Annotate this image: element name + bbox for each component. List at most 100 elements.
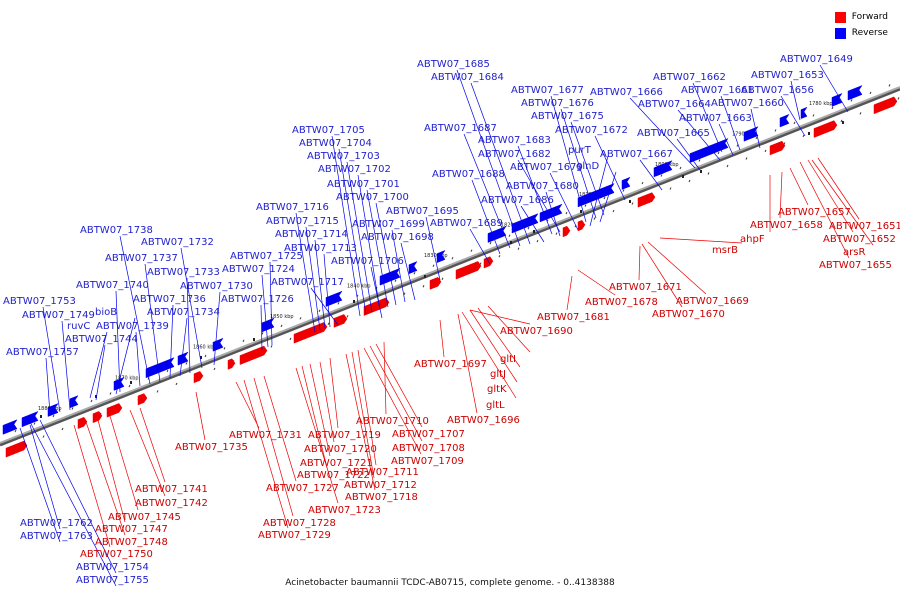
label-leader [550, 95, 587, 223]
forward-gene [637, 192, 656, 208]
label-leader [115, 290, 121, 393]
scale-mark [200, 356, 202, 359]
label-leader [144, 263, 161, 383]
gene-label-forward: ABTW07_1720 [304, 444, 377, 455]
gene-label-reverse: ABTW07_1762 [20, 518, 93, 529]
gene-label-forward: ABTW07_1742 [135, 498, 208, 509]
label-leader [780, 95, 806, 137]
reverse-gene [113, 376, 125, 391]
gene-label-reverse: ABTW07_1664 [638, 99, 711, 110]
reverse-gene [69, 395, 79, 409]
forward-gene [92, 411, 103, 424]
gene-label-forward: ABTW07_1729 [258, 530, 331, 541]
forward-gene [562, 225, 571, 238]
label-leader [45, 357, 51, 415]
gene-label-reverse: ABTW07_1667 [600, 149, 673, 160]
legend-forward[interactable]: Forward [834, 9, 888, 25]
gene-label-reverse: ABTW07_1700 [336, 192, 409, 203]
label-leader [369, 345, 423, 442]
legend-reverse[interactable]: Reverse [834, 25, 888, 41]
label-leader [129, 409, 166, 497]
gene-label-reverse: ABTW07_1661 [681, 85, 754, 96]
reverse-gene [379, 267, 401, 286]
scale-tick [764, 149, 767, 153]
gene-label-forward: ABTW07_1707 [392, 429, 465, 440]
scale-label: 1840 kbp [347, 284, 371, 290]
reverse-gene [21, 410, 39, 428]
gene-label-reverse: purT [568, 145, 592, 156]
reverse-gene [655, 160, 673, 177]
scale-tick [327, 322, 330, 326]
gene-label-forward: ABTW07_1651 [829, 221, 900, 232]
scale-tick [593, 217, 596, 220]
gene-label-reverse: ABTW07_1701 [327, 179, 400, 190]
gene-label-reverse: ABTW07_1682 [478, 149, 551, 160]
scale-tick [403, 292, 406, 295]
label-leader [517, 145, 553, 235]
label-leader [560, 108, 597, 219]
gene-label-reverse: ABTW07_1740 [76, 280, 149, 291]
gene-label-forward: ABTW07_1697 [414, 359, 487, 370]
scale-mark [253, 338, 255, 341]
gene-label-reverse: ABTW07_1749 [22, 310, 95, 321]
gene-label-reverse: glnD [576, 161, 599, 172]
scale-tick [489, 241, 492, 245]
scale-tick [641, 181, 644, 185]
label-leader [73, 424, 111, 548]
scale-tick [707, 172, 710, 175]
reverse-gene [47, 403, 59, 417]
scale-tick [555, 232, 558, 235]
label-leader [305, 226, 321, 331]
scale-tick [726, 164, 729, 168]
gene-label-reverse: ABTW07_1725 [230, 251, 303, 262]
scale-tick [42, 435, 45, 438]
scale-mark [580, 210, 582, 213]
label-leader [39, 419, 117, 574]
gene-label-forward: gltI [500, 354, 516, 365]
scale-tick [346, 315, 349, 318]
label-leader [819, 64, 849, 113]
reverse-gene [487, 225, 507, 243]
label-leader [676, 138, 701, 171]
gene-label-forward: ahpF [740, 234, 765, 245]
label-leader [329, 357, 339, 429]
gene-label-forward: ABTW07_1731 [229, 430, 302, 441]
label-leader [309, 363, 331, 457]
label-leader [366, 189, 389, 308]
gene-label-forward: ABTW07_1708 [392, 443, 465, 454]
genome-axis [0, 86, 900, 444]
scale-tick [584, 204, 587, 207]
label-leader [363, 347, 422, 455]
label-leader [520, 205, 545, 243]
scale-tick [660, 174, 663, 177]
label-leader [425, 216, 441, 281]
gene-label-reverse: ABTW07_1730 [180, 281, 253, 292]
gene-label-forward: ABTW07_1718 [345, 492, 418, 503]
label-leader [119, 235, 151, 385]
forward-gene [429, 276, 442, 290]
gene-label-reverse: ABTW07_1703 [307, 151, 380, 162]
label-leader [195, 391, 206, 441]
label-leader [89, 331, 108, 399]
label-leader [469, 228, 491, 265]
label-leader [115, 317, 136, 395]
scale-tick [508, 234, 511, 237]
scale-tick [14, 429, 17, 433]
forward-swatch [834, 11, 846, 23]
gene-label-reverse: ABTW07_1716 [256, 202, 329, 213]
label-leader [235, 381, 260, 429]
scale-tick [850, 99, 853, 102]
label-leader [647, 241, 707, 295]
forward-gene [227, 358, 236, 370]
gene-label-reverse: ABTW07_1649 [780, 54, 853, 65]
scale-tick [261, 332, 264, 335]
label-leader [463, 133, 511, 249]
scale-mark [808, 132, 810, 135]
forward-gene [483, 256, 494, 269]
scale-tick [270, 345, 273, 348]
forward-gene [333, 314, 348, 328]
gene-label-reverse: ABTW07_1679 [510, 162, 583, 173]
gene-label-forward: ABTW07_1741 [135, 484, 208, 495]
gene-label-reverse: ABTW07_1704 [299, 138, 372, 149]
gene-label-forward: arsR [843, 247, 865, 258]
